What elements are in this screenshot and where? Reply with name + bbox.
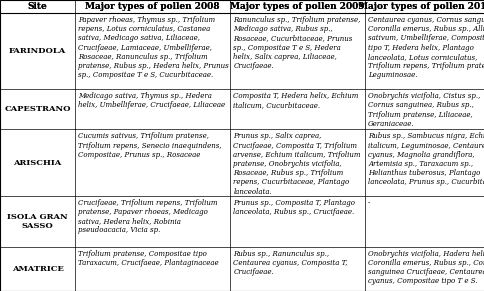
Text: Centaurea cyanus, Cornus sanguinea,
Coronilla emerus, Rubus sp., Allium
sativum,: Centaurea cyanus, Cornus sanguinea, Coro… <box>367 16 484 79</box>
Text: Onobrychis vicifolia, Hadera helix,
Coronilla emerus, Rubus sp., Cornus
sanguine: Onobrychis vicifolia, Hadera helix, Coro… <box>367 250 484 285</box>
Text: Major types of pollen 2010: Major types of pollen 2010 <box>357 2 484 11</box>
Text: Ranunculus sp., Trifolium pratense,
Medicago sativa, Rubus sp.,
Rosaceae, Cucurb: Ranunculus sp., Trifolium pratense, Medi… <box>233 16 360 70</box>
Text: Onobrychis vicifolia, Cistus sp.,
Cornus sanguinea, Rubus sp.,
Trifolium pratens: Onobrychis vicifolia, Cistus sp., Cornus… <box>367 92 480 128</box>
Text: Prunus sp., Composita T, Plantago
lanceolata, Rubus sp., Crucifaeae.: Prunus sp., Composita T, Plantago lanceo… <box>233 199 355 216</box>
Text: Major types of pollen 2009: Major types of pollen 2009 <box>230 2 364 11</box>
Text: Papaver rhoeas, Thymus sp., Trifolium
repens, Lotus corniculatus, Castanea
sativ: Papaver rhoeas, Thymus sp., Trifolium re… <box>78 16 228 79</box>
Text: Site: Site <box>28 2 47 11</box>
Text: Prunus sp., Salix caprea,
Crucifaeae, Composita T, Trifolium
arvense, Echium ita: Prunus sp., Salix caprea, Crucifaeae, Co… <box>233 132 360 196</box>
Text: AMATRICE: AMATRICE <box>12 265 63 273</box>
Text: ARISCHIA: ARISCHIA <box>14 159 61 167</box>
Text: Major types of pollen 2008: Major types of pollen 2008 <box>85 2 220 11</box>
Text: Composita T, Hedera helix, Echium
italicum, Cucurbitaceae.: Composita T, Hedera helix, Echium italic… <box>233 92 358 109</box>
Text: FARINDOLA: FARINDOLA <box>9 47 66 55</box>
Text: Major types of pollen 2008: Major types of pollen 2008 <box>85 2 220 11</box>
Text: Cucumis sativus, Trifolium pratense,
Trifolium repens, Senecio inaequindens,
Com: Cucumis sativus, Trifolium pratense, Tri… <box>78 132 221 159</box>
Text: Rubus sp., Ranunculus sp.,
Centaurea cyanus, Composita T,
Crucifaeae.: Rubus sp., Ranunculus sp., Centaurea cya… <box>233 250 347 276</box>
Text: CAPESTRANO: CAPESTRANO <box>4 105 71 113</box>
Text: Medicago sativa, Thymus sp., Hedera
helix, Umbelliferae, Crucifaeae, Liliaceae: Medicago sativa, Thymus sp., Hedera heli… <box>78 92 225 109</box>
Text: Major types of pollen 2010: Major types of pollen 2010 <box>357 2 484 11</box>
Text: Trifolium pratense, Compositae tipo
Taraxacum, Crucifaeae, Plantaginaceae: Trifolium pratense, Compositae tipo Tara… <box>78 250 218 267</box>
Text: Site: Site <box>28 2 47 11</box>
Text: Crucifaeae, Trifolium repens, Trifolium
pratense, Papaver rhoeas, Medicago
sativ: Crucifaeae, Trifolium repens, Trifolium … <box>78 199 217 234</box>
Text: Rubus sp., Sambucus nigra, Echium
italicum, Leguminosae, Centaurea
cyanus, Magno: Rubus sp., Sambucus nigra, Echium italic… <box>367 132 484 187</box>
Text: -: - <box>367 199 370 207</box>
Text: ISOLA GRAN
SASSO: ISOLA GRAN SASSO <box>7 213 68 230</box>
Text: Major types of pollen 2009: Major types of pollen 2009 <box>230 2 364 11</box>
